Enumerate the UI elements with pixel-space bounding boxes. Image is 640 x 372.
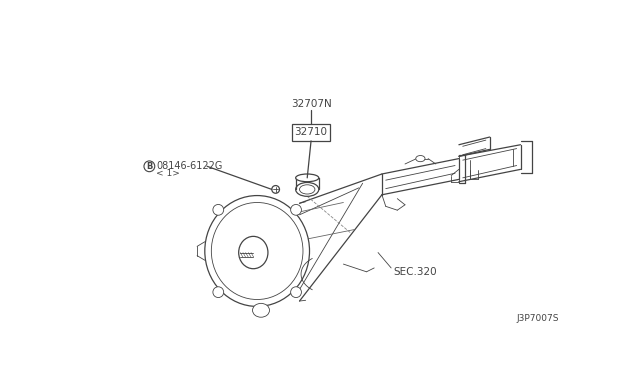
Circle shape [144,161,155,172]
Text: 08146-6122G: 08146-6122G [156,161,223,171]
Ellipse shape [291,287,301,298]
Text: 32707N: 32707N [291,99,332,109]
Ellipse shape [296,174,319,182]
Text: < 1>: < 1> [156,170,180,179]
Text: J3P7007S: J3P7007S [516,314,559,323]
Ellipse shape [205,196,310,307]
Ellipse shape [213,205,223,215]
Ellipse shape [416,155,425,162]
Text: B: B [146,162,152,171]
Bar [292,124,330,141]
Ellipse shape [291,205,301,215]
Ellipse shape [239,236,268,269]
Ellipse shape [296,183,319,196]
Text: SEC.320: SEC.320 [394,267,437,277]
Ellipse shape [213,287,223,298]
Text: 32710: 32710 [294,128,328,137]
Circle shape [272,186,280,193]
Ellipse shape [253,303,269,317]
